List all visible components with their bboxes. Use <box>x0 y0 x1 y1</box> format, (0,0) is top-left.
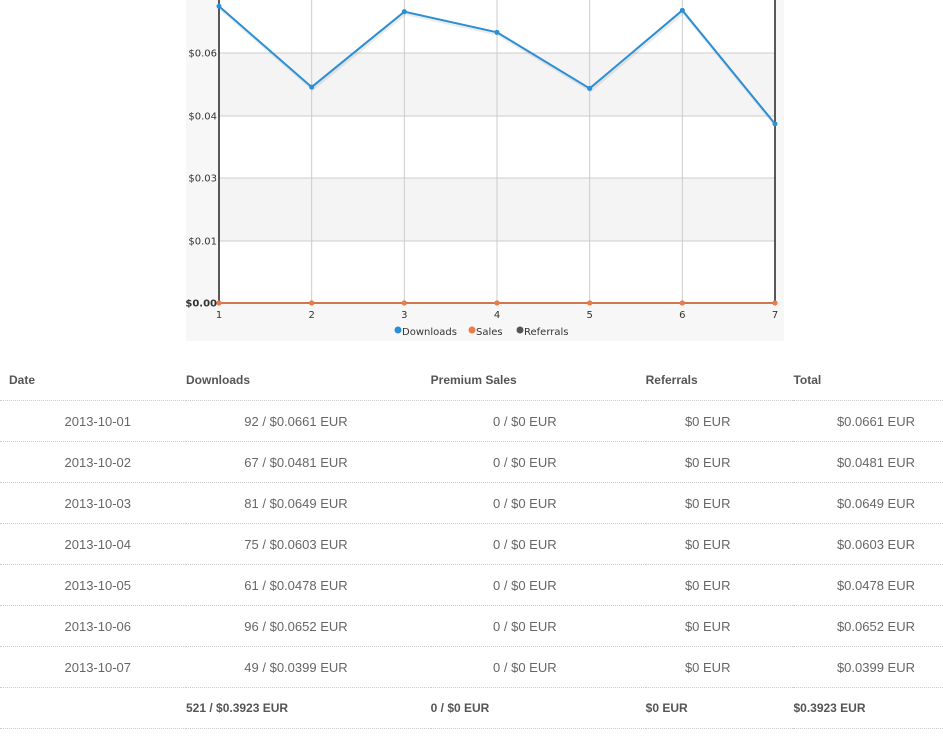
table-header-row: Date Downloads Premium Sales Referrals T… <box>0 360 943 401</box>
legend-label-referrals: Referrals <box>524 327 569 338</box>
cell-referrals: $0 EUR <box>645 482 794 524</box>
data-point-downloads <box>494 29 500 35</box>
cell-downloads: 81 / $0.0649 EUR <box>186 482 431 524</box>
cell-total: $0.0481 EUR <box>793 441 943 483</box>
total-premium-sales: 0 / $0 EUR <box>430 687 646 729</box>
earnings-chart: $0.00 $0.01 $0.03 $0.04 $0.06 1 2 3 4 5 6 7 Download… <box>185 0 784 341</box>
cell-downloads: 92 / $0.0661 EUR <box>186 400 431 442</box>
data-point-downloads <box>679 7 685 13</box>
cell-total: $0.0603 EUR <box>793 523 943 565</box>
legend-label-sales: Sales <box>476 327 503 338</box>
cell-referrals: $0 EUR <box>645 605 794 647</box>
table-row: 2013-10-02 67 / $0.0481 EUR 0 / $0 EUR $… <box>0 441 943 483</box>
data-point-downloads <box>587 85 593 91</box>
cell-downloads: 67 / $0.0481 EUR <box>186 441 431 483</box>
cell-premium-sales: 0 / $0 EUR <box>430 523 646 565</box>
x-tick-label: 2 <box>308 310 314 321</box>
cell-premium-sales: 0 / $0 EUR <box>430 605 646 647</box>
data-point-sales <box>309 300 315 306</box>
table-row: 2013-10-05 61 / $0.0478 EUR 0 / $0 EUR $… <box>0 564 943 606</box>
y-tick-label: $0.01 <box>188 237 217 248</box>
cell-premium-sales: 0 / $0 EUR <box>430 482 646 524</box>
cell-downloads: 49 / $0.0399 EUR <box>186 646 431 688</box>
cell-downloads: 61 / $0.0478 EUR <box>186 564 431 606</box>
cell-premium-sales: 0 / $0 EUR <box>430 400 646 442</box>
x-tick-label: 6 <box>679 310 685 321</box>
cell-total: $0.0399 EUR <box>793 646 943 688</box>
x-tick-label: 3 <box>401 310 407 321</box>
total-downloads: 521 / $0.3923 EUR <box>186 687 431 729</box>
data-point-sales <box>679 300 685 306</box>
cell-date: 2013-10-04 <box>0 523 186 565</box>
table-row: 2013-10-04 75 / $0.0603 EUR 0 / $0 EUR $… <box>0 523 943 565</box>
x-tick-label: 4 <box>494 310 500 321</box>
cell-total: $0.0649 EUR <box>793 482 943 524</box>
table-row: 2013-10-06 96 / $0.0652 EUR 0 / $0 EUR $… <box>0 605 943 647</box>
total-referrals: $0 EUR <box>645 687 794 729</box>
x-tick-label: 7 <box>772 310 778 321</box>
cell-premium-sales: 0 / $0 EUR <box>430 564 646 606</box>
y-tick-label: $0.06 <box>188 49 217 60</box>
header-downloads: Downloads <box>186 360 431 401</box>
data-point-downloads <box>401 9 407 15</box>
header-total: Total <box>793 360 943 401</box>
cell-referrals: $0 EUR <box>645 441 794 483</box>
header-premium-sales: Premium Sales <box>430 360 646 401</box>
table-row: 2013-10-03 81 / $0.0649 EUR 0 / $0 EUR $… <box>0 482 943 524</box>
cell-date: 2013-10-06 <box>0 605 186 647</box>
cell-referrals: $0 EUR <box>645 564 794 606</box>
cell-premium-sales: 0 / $0 EUR <box>430 441 646 483</box>
data-point-downloads <box>309 84 315 90</box>
table-row: 2013-10-07 49 / $0.0399 EUR 0 / $0 EUR $… <box>0 646 943 688</box>
data-point-sales <box>401 300 407 306</box>
data-point-downloads <box>772 121 778 127</box>
data-point-sales <box>587 300 593 306</box>
data-point-downloads <box>216 3 222 9</box>
data-point-sales <box>216 300 222 306</box>
cell-total: $0.0661 EUR <box>793 400 943 442</box>
chart-svg: $0.00 $0.01 $0.03 $0.04 $0.06 1 2 3 4 5 6 7 Download… <box>185 0 778 338</box>
cell-date: 2013-10-05 <box>0 564 186 606</box>
total-total: $0.3923 EUR <box>793 687 943 729</box>
x-tick-label: 5 <box>586 310 592 321</box>
legend-marker-sales <box>468 326 476 334</box>
earnings-table: Date Downloads Premium Sales Referrals T… <box>0 360 943 729</box>
y-tick-label: $0.00 <box>185 299 217 310</box>
legend-marker-referrals <box>516 326 524 334</box>
table-row: 2013-10-01 92 / $0.0661 EUR 0 / $0 EUR $… <box>0 400 943 442</box>
header-referrals: Referrals <box>645 360 794 401</box>
cell-date: 2013-10-03 <box>0 482 186 524</box>
y-tick-label: $0.03 <box>188 174 217 185</box>
cell-total: $0.0652 EUR <box>793 605 943 647</box>
data-point-sales <box>772 300 778 306</box>
cell-downloads: 96 / $0.0652 EUR <box>186 605 431 647</box>
y-tick-label: $0.04 <box>188 112 217 123</box>
totals-row: 521 / $0.3923 EUR 0 / $0 EUR $0 EUR $0.3… <box>0 687 943 729</box>
cell-date: 2013-10-07 <box>0 646 186 688</box>
cell-total: $0.0478 EUR <box>793 564 943 606</box>
cell-premium-sales: 0 / $0 EUR <box>430 646 646 688</box>
header-date: Date <box>0 360 186 401</box>
cell-total-empty <box>0 687 186 729</box>
cell-date: 2013-10-02 <box>0 441 186 483</box>
cell-referrals: $0 EUR <box>645 400 794 442</box>
data-point-sales <box>494 300 500 306</box>
cell-referrals: $0 EUR <box>645 646 794 688</box>
x-tick-label: 1 <box>216 310 222 321</box>
cell-downloads: 75 / $0.0603 EUR <box>186 523 431 565</box>
cell-date: 2013-10-01 <box>0 400 186 442</box>
cell-referrals: $0 EUR <box>645 523 794 565</box>
legend-label-downloads: Downloads <box>402 327 457 338</box>
legend-marker-downloads <box>394 326 402 334</box>
